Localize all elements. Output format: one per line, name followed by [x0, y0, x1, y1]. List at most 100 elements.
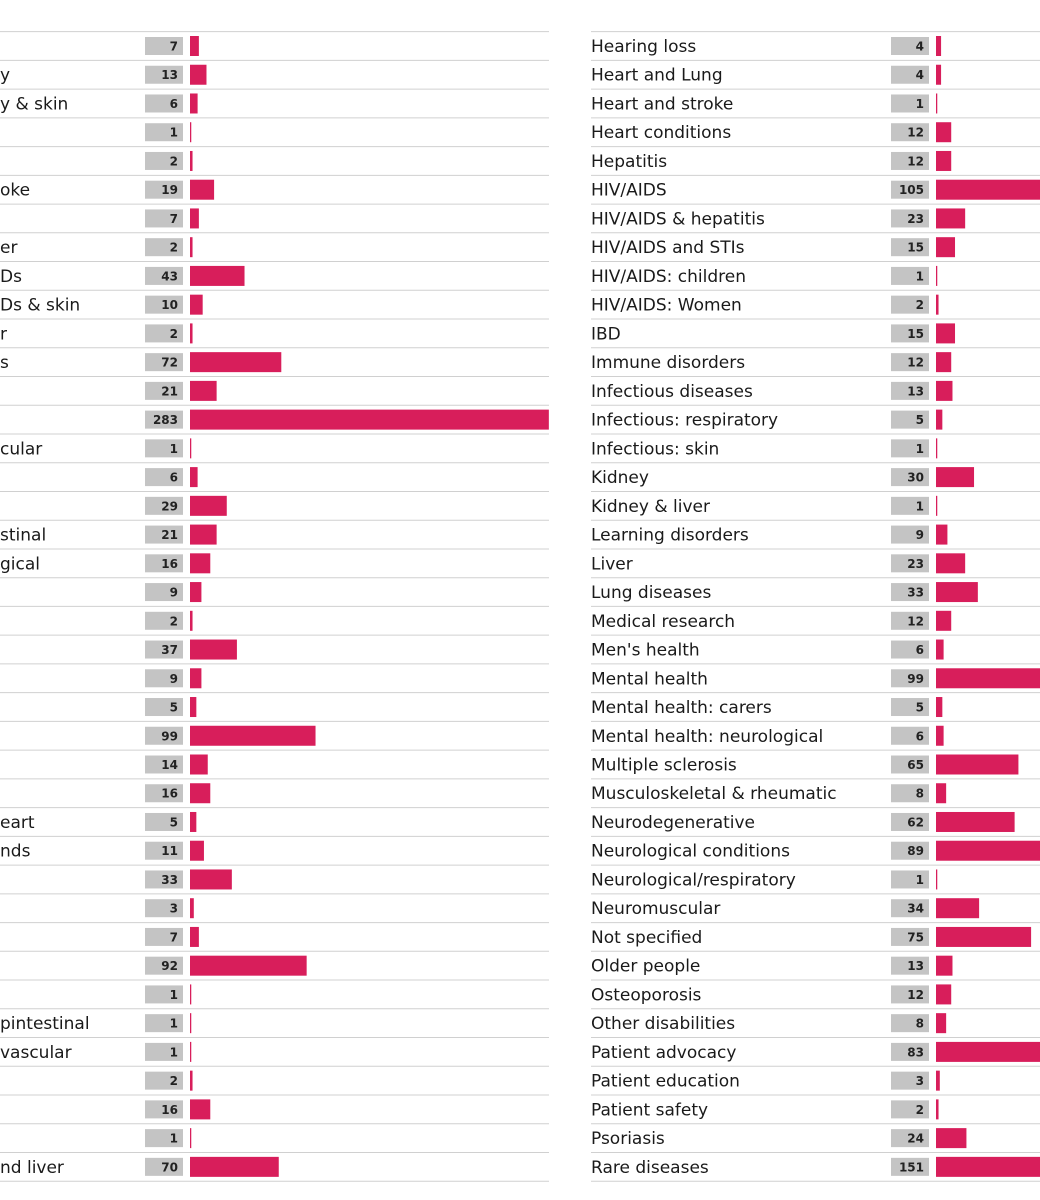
- category-label: cular: [0, 439, 42, 459]
- value-label: 5: [916, 413, 924, 427]
- value-box: [145, 726, 183, 745]
- value-box: [891, 209, 929, 228]
- value-box: [891, 94, 929, 113]
- bar: [936, 1156, 1040, 1177]
- value-box: [145, 554, 183, 573]
- bar: [936, 36, 942, 56]
- category-label: Neurodegenerative: [591, 813, 755, 833]
- bar: [190, 898, 194, 919]
- bar: [936, 984, 952, 1005]
- bar: [190, 553, 211, 574]
- value-box: [145, 611, 183, 630]
- bar: [190, 1128, 192, 1149]
- bar: [190, 926, 199, 947]
- bar: [190, 869, 232, 890]
- value-label: 75: [907, 930, 924, 944]
- category-label: Other disabilities: [591, 1014, 735, 1034]
- value-box: [145, 496, 183, 515]
- value-label: 13: [907, 384, 924, 398]
- bar: [190, 93, 198, 114]
- bar: [936, 409, 943, 430]
- value-box: [891, 1157, 929, 1176]
- bar: [936, 237, 956, 258]
- value-label: 6: [170, 97, 178, 111]
- category-label: Neuromuscular: [591, 899, 720, 919]
- value-box: [891, 381, 929, 400]
- category-label: Ds & skin: [0, 296, 80, 316]
- value-label: 72: [161, 356, 178, 370]
- category-label: Heart and Lung: [591, 66, 723, 86]
- value-box: [891, 956, 929, 975]
- value-box: [145, 525, 183, 544]
- bar: [936, 610, 952, 631]
- value-label: 33: [161, 873, 178, 887]
- value-label: 1: [170, 442, 178, 456]
- value-box: [145, 698, 183, 717]
- value-label: 151: [899, 1160, 924, 1174]
- bar: [936, 697, 943, 718]
- value-label: 1: [170, 126, 178, 140]
- value-label: 10: [161, 298, 178, 312]
- value-label: 99: [161, 729, 178, 743]
- category-label: y: [0, 66, 10, 86]
- bar: [936, 64, 942, 85]
- category-label: er: [0, 238, 17, 258]
- value-label: 12: [907, 154, 924, 168]
- category-label: Kidney: [591, 468, 649, 488]
- value-label: 2: [170, 1074, 178, 1088]
- category-label: Older people: [591, 957, 700, 977]
- bar: [190, 524, 217, 545]
- value-box: [145, 985, 183, 1004]
- value-box: [145, 812, 183, 831]
- value-box: [145, 295, 183, 314]
- bar: [936, 179, 1040, 200]
- bar: [190, 1070, 193, 1091]
- value-label: 37: [161, 643, 178, 657]
- category-label: Infectious: respiratory: [591, 411, 778, 431]
- bar: [936, 323, 956, 344]
- value-box: [891, 295, 929, 314]
- value-box: [891, 985, 929, 1004]
- value-box: [891, 927, 929, 946]
- bar: [936, 1128, 967, 1149]
- bar: [936, 898, 980, 919]
- category-label: Osteoporosis: [591, 985, 702, 1005]
- bar: [936, 926, 1032, 947]
- bar: [190, 984, 192, 1005]
- value-box: [891, 841, 929, 860]
- value-label: 16: [161, 1103, 178, 1117]
- value-box: [145, 1157, 183, 1176]
- value-box: [891, 238, 929, 257]
- value-label: 3: [916, 1074, 924, 1088]
- bar: [936, 265, 938, 286]
- bar: [936, 352, 952, 373]
- value-label: 1: [170, 988, 178, 1002]
- category-label: IBD: [591, 324, 621, 344]
- bar: [190, 1099, 211, 1120]
- value-label: 8: [916, 787, 924, 801]
- value-box: [891, 266, 929, 285]
- category-label: Infectious diseases: [591, 382, 753, 402]
- bar: [936, 1099, 939, 1120]
- category-label: stinal: [0, 526, 46, 546]
- bar: [936, 122, 952, 143]
- value-box: [891, 755, 929, 774]
- value-label: 5: [916, 701, 924, 715]
- category-label: r: [0, 324, 7, 344]
- category-label: Hepatitis: [591, 152, 667, 172]
- category-label: HIV/AIDS and STIs: [591, 238, 745, 258]
- category-label: Men's health: [591, 641, 700, 661]
- value-box: [891, 468, 929, 487]
- value-label: 24: [907, 1132, 924, 1146]
- category-label: Psoriasis: [591, 1129, 665, 1149]
- value-box: [145, 784, 183, 803]
- value-label: 2: [916, 298, 924, 312]
- category-label: HIV/AIDS: [591, 181, 667, 201]
- value-box: [891, 123, 929, 142]
- bar: [190, 811, 197, 832]
- value-label: 9: [170, 672, 178, 686]
- value-box: [145, 1042, 183, 1061]
- value-label: 6: [170, 471, 178, 485]
- bar: [936, 553, 966, 574]
- category-label: Learning disorders: [591, 526, 749, 546]
